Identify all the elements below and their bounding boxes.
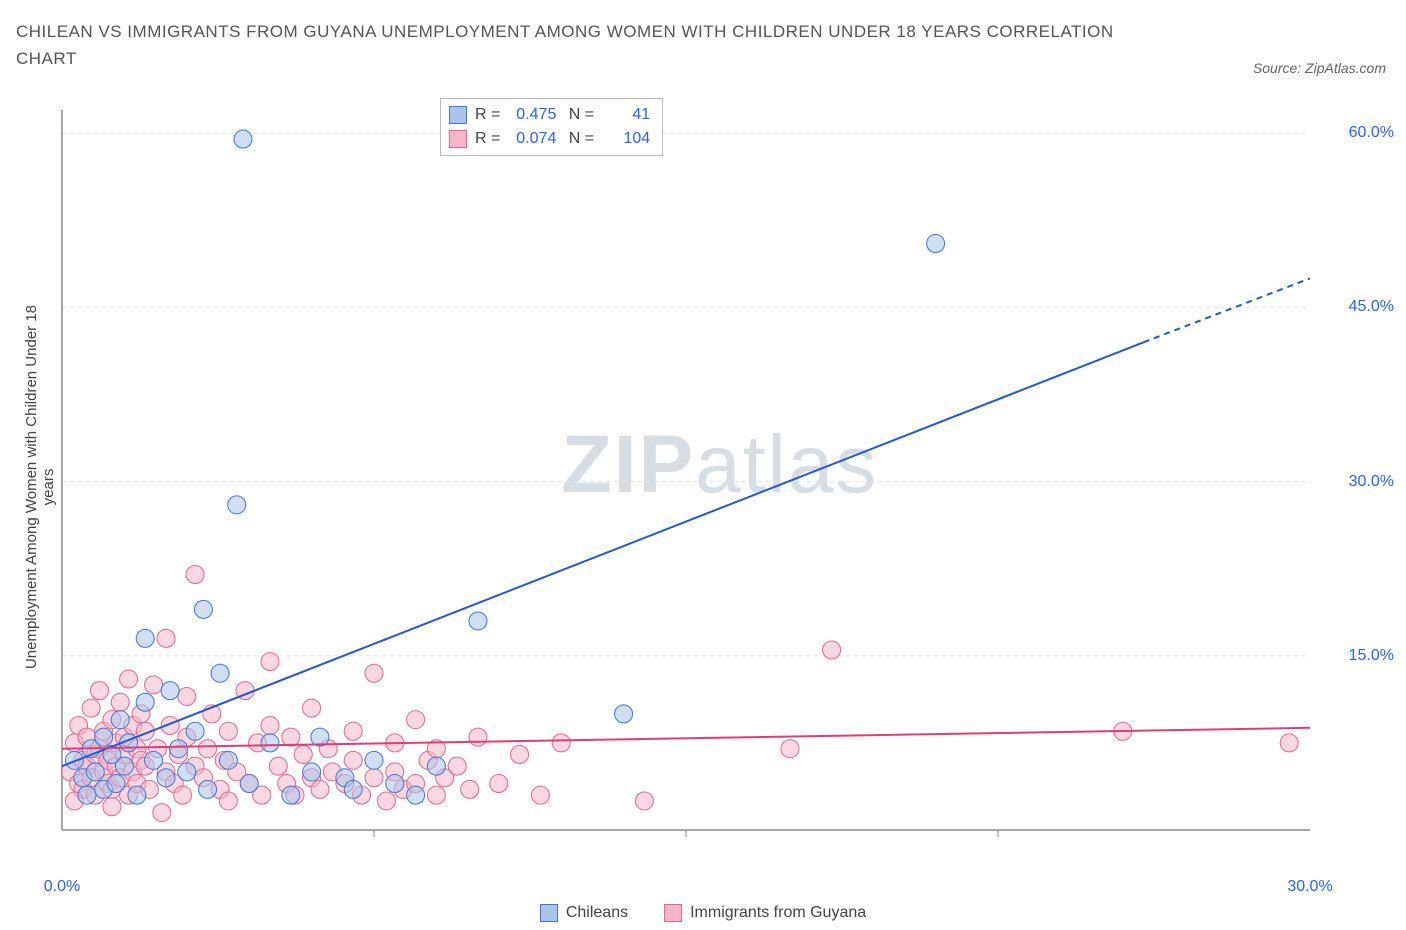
series2-chip-icon [664,904,682,922]
y-tick-label: 45.0% [1349,298,1394,316]
n-label: N = [564,103,594,127]
series1-chip-icon [540,904,558,922]
series2-legend-label: Immigrants from Guyana [690,904,866,922]
y-axis-label: Unemployment Among Women with Children U… [23,287,57,687]
series1-r-value: 0.475 [508,103,556,127]
series1-legend-label: Chileans [566,904,628,922]
r-label: R = [475,127,500,151]
y-tick-label: 30.0% [1349,473,1394,491]
x-tick-label: 0.0% [44,878,80,896]
y-axis-tick-labels: 15.0% 30.0% 45.0% 60.0% [1334,100,1394,860]
y-tick-label: 60.0% [1349,124,1394,142]
series2-n-value: 104 [602,127,650,151]
r-label: R = [475,103,500,127]
series2-chip-icon [449,130,467,148]
bottom-legend: Chileans Immigrants from Guyana [0,904,1406,922]
plot-area [60,100,1380,860]
n-label: N = [564,127,594,151]
y-tick-label: 15.0% [1349,647,1394,665]
stats-legend: R = 0.475 N = 41 R = 0.074 N = 104 [440,98,663,156]
series1-n-value: 41 [602,103,650,127]
stats-row-series1: R = 0.475 N = 41 [449,103,650,127]
chart-title: CHILEAN VS IMMIGRANTS FROM GUYANA UNEMPL… [16,18,1116,72]
legend-item-series1: Chileans [540,904,628,922]
series1-chip-icon [449,106,467,124]
x-axis-tick-labels: 0.0%30.0% [60,878,1380,898]
scatter-chart: ZIPatlas [60,100,1380,860]
source-attribution: Source: ZipAtlas.com [1253,60,1386,76]
series2-r-value: 0.074 [508,127,556,151]
stats-row-series2: R = 0.074 N = 104 [449,127,650,151]
x-tick-label: 30.0% [1287,878,1332,896]
legend-item-series2: Immigrants from Guyana [664,904,866,922]
